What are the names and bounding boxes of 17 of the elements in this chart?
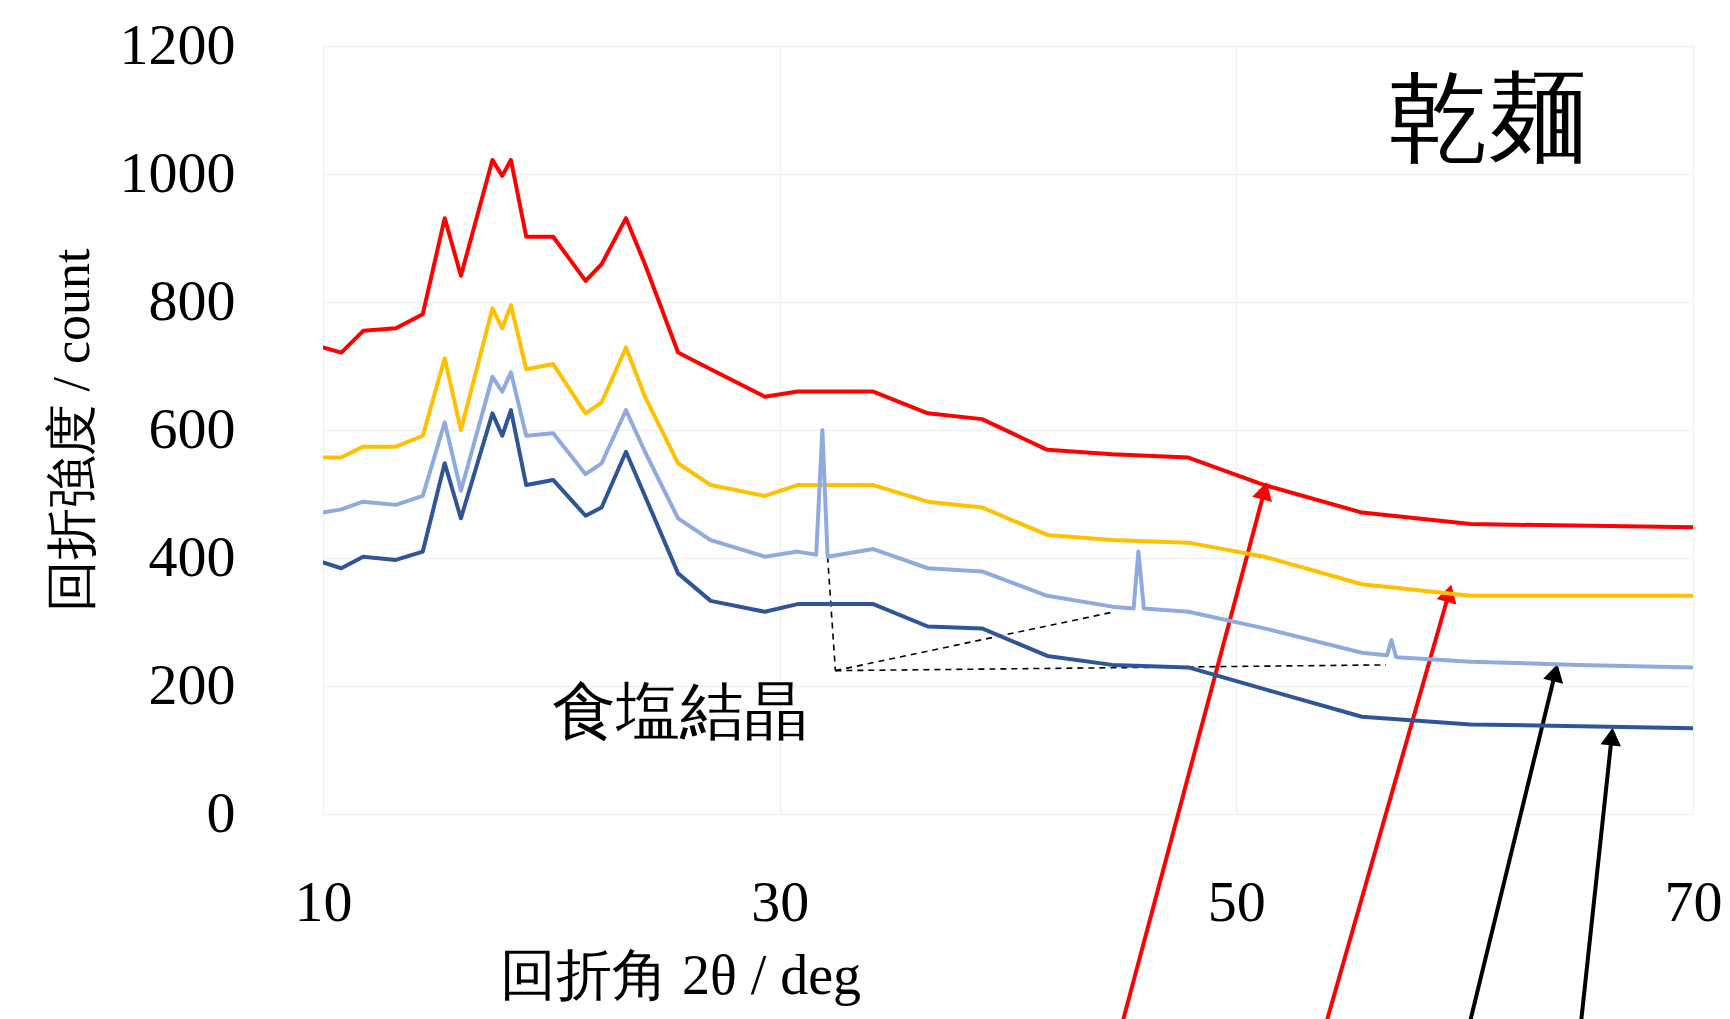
y-tick-label: 1200 (119, 11, 236, 77)
y-tick-label: 0 (206, 779, 236, 845)
x-tick-label: 70 (1664, 868, 1723, 934)
annotation: 食塩結晶 (552, 674, 808, 748)
y-tick-label: 600 (148, 395, 236, 461)
y-tick-label: 400 (148, 523, 236, 589)
x-tick-label: 50 (1207, 868, 1266, 934)
x-tick-label: 30 (751, 868, 810, 934)
y-tick-label: 200 (148, 651, 236, 717)
x-tick-label: 10 (294, 868, 353, 934)
x-axis-title: 回折角 2θ / deg (499, 943, 862, 1006)
line-series (323, 370, 1693, 670)
chart-title: 乾麺 (1388, 59, 1588, 176)
y-tick-label: 1000 (119, 139, 236, 205)
y-axis-title: 回折強度 / count (42, 247, 100, 613)
y-tick-label: 800 (148, 267, 236, 333)
line-series (323, 303, 1693, 598)
